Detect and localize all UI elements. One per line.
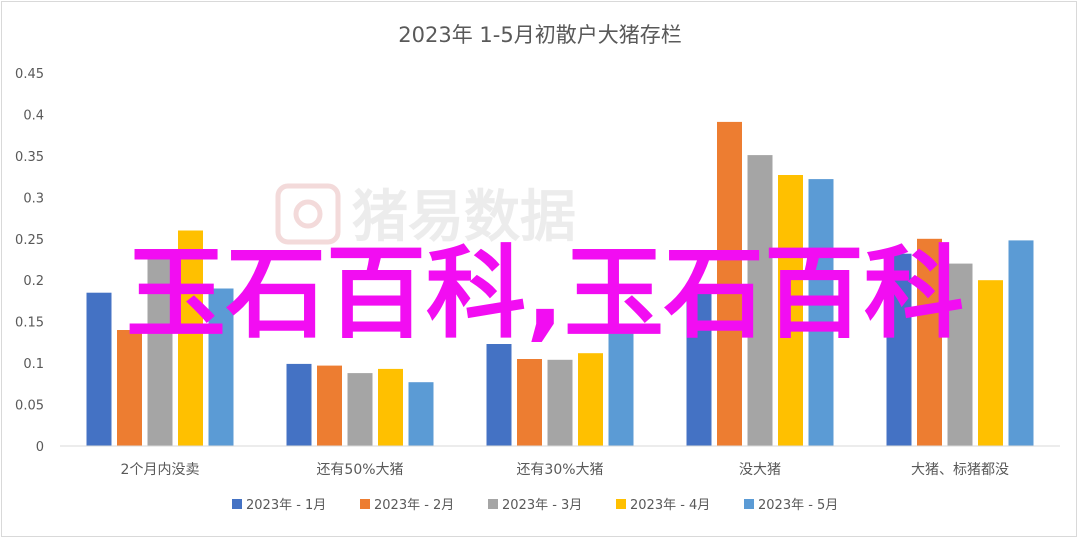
y-tick-label: 0.4 [23, 108, 44, 123]
watermark: 猪易数据 [275, 183, 576, 250]
bar [947, 263, 973, 446]
y-axis: 0 0.05 0.1 0.15 0.2 0.25 0.3 0.35 0.4 0.45 [15, 67, 44, 455]
bar [286, 363, 312, 446]
bar [486, 344, 512, 446]
legend-swatch [744, 499, 754, 509]
legend-entry: 2023年 - 5月 [758, 498, 838, 513]
category-label: 没大猪 [739, 462, 781, 478]
category-label: 2个月内没卖 [121, 462, 200, 478]
legend-swatch [232, 499, 242, 509]
category-label: 还有50%大猪 [316, 462, 403, 478]
bar [1008, 240, 1034, 446]
bar [347, 373, 373, 446]
bar [378, 368, 403, 446]
bar [747, 155, 773, 446]
legend: 2023年 - 1月 2023年 - 2月 2023年 - 3月 2023年 - 4月… [232, 498, 838, 513]
watermark-text: 猪易数据 [352, 185, 576, 250]
bar [578, 353, 603, 446]
legend-entry: 2023年 - 2月 [374, 498, 454, 513]
y-tick-label: 0.1 [23, 357, 44, 372]
bar [517, 359, 542, 446]
legend-swatch [616, 499, 626, 509]
legend-swatch [488, 499, 498, 509]
y-tick-label: 0 [36, 440, 44, 455]
bar [547, 359, 573, 446]
bar [408, 382, 434, 446]
y-tick-label: 0.15 [15, 316, 44, 331]
bar [317, 365, 342, 446]
x-axis: 2个月内没卖 还有50%大猪 还有30%大猪 没大猪 大猪、标猪都没 [121, 462, 1009, 478]
bar [978, 280, 1003, 446]
bar [208, 288, 234, 446]
bar [917, 238, 942, 446]
overlay-text: 玉石百科,玉石百科 [126, 235, 964, 352]
y-tick-label: 0.45 [15, 67, 44, 82]
y-tick-label: 0.2 [23, 274, 44, 289]
y-tick-label: 0.3 [23, 191, 44, 206]
pig-logo-icon [275, 183, 341, 245]
y-tick-label: 0.05 [15, 399, 44, 414]
legend-swatch [360, 499, 370, 509]
bar [608, 324, 634, 446]
chart-title: 2023年 1-5月初散户大猪存栏 [398, 23, 681, 47]
bar [717, 121, 742, 447]
bar [886, 253, 912, 446]
bar [117, 330, 142, 446]
bar [147, 252, 173, 446]
bars [86, 121, 1034, 447]
legend-entry: 2023年 - 3月 [502, 498, 582, 513]
bar [86, 292, 112, 446]
bar [808, 179, 834, 446]
bar [178, 230, 203, 446]
legend-entry: 2023年 - 4月 [630, 498, 710, 513]
y-tick-label: 0.25 [15, 233, 44, 248]
bar [686, 290, 712, 446]
bar [778, 175, 803, 446]
y-tick-label: 0.35 [15, 150, 44, 165]
category-label: 还有30%大猪 [516, 462, 603, 478]
category-label: 大猪、标猪都没 [911, 462, 1009, 478]
legend-entry: 2023年 - 1月 [246, 498, 326, 513]
